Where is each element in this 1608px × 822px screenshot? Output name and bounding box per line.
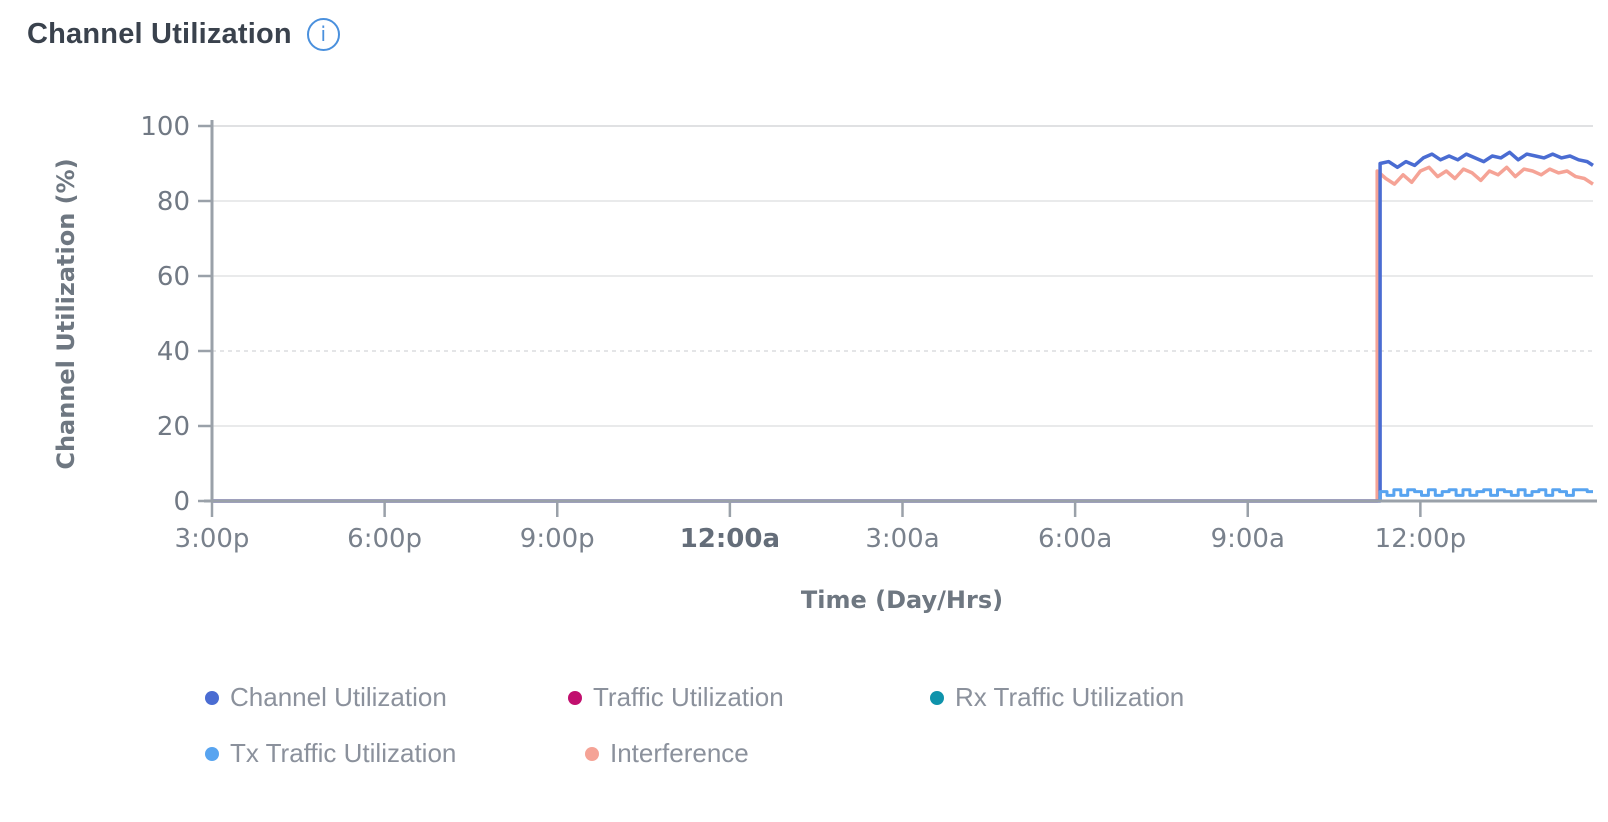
legend-label-traffic-utilization: Traffic Utilization bbox=[593, 682, 784, 712]
series-line-channel-utilization bbox=[212, 150, 1594, 503]
x-tick-label-9-00a: 9:00a bbox=[1211, 524, 1285, 554]
axes bbox=[204, 120, 1597, 503]
x-axis-title: Time (Day/Hrs) bbox=[801, 586, 1003, 614]
channel-utilization-chart[interactable]: 0 20 40 60 80 100 3:00p 6:00p 9:00p 12:00a 3:00a 6:… bbox=[0, 0, 1608, 650]
legend-item-traffic-utilization[interactable]: Traffic Utilization bbox=[568, 682, 930, 713]
chart-header: Channel Utilization i bbox=[27, 18, 340, 51]
x-tick-label-6-00p: 6:00p bbox=[347, 524, 422, 554]
legend-item-rx-traffic-utilization[interactable]: Rx Traffic Utilization bbox=[930, 682, 1184, 713]
info-icon[interactable]: i bbox=[306, 18, 340, 51]
y-tick-label-40: 40 bbox=[157, 337, 190, 367]
legend-label-interference: Interference bbox=[610, 738, 749, 768]
x-tick-label-12-00p: 12:00p bbox=[1375, 524, 1466, 554]
tick-labels: 0 20 40 60 80 100 3:00p 6:00p 9:00p 12:00a 3:00a 6:… bbox=[140, 112, 1466, 554]
legend-dot-rx-traffic-utilization bbox=[930, 690, 944, 705]
series-line-tx-traffic-utilization bbox=[212, 488, 1593, 503]
legend-dot-traffic-utilization bbox=[568, 690, 582, 705]
series-line-interference bbox=[212, 165, 1594, 503]
y-tick-label-20: 20 bbox=[157, 412, 190, 442]
y-tick-label-100: 100 bbox=[140, 112, 190, 142]
x-tick-label-9-00p: 9:00p bbox=[520, 524, 595, 554]
legend-item-interference[interactable]: Interference bbox=[585, 738, 749, 769]
y-tick-label-0: 0 bbox=[173, 487, 190, 517]
x-tick-label-3-00a: 3:00a bbox=[865, 524, 939, 554]
x-tick-label-3-00p: 3:00p bbox=[175, 524, 250, 554]
legend-dot-interference bbox=[585, 746, 599, 761]
legend-item-channel-utilization[interactable]: Channel Utilization bbox=[205, 682, 568, 713]
chart-legend-row-1: Channel Utilization Traffic Utilization Rx… bbox=[205, 682, 1184, 713]
legend-label-rx-traffic-utilization: Rx Traffic Utilization bbox=[955, 682, 1185, 712]
y-tick-label-60: 60 bbox=[157, 262, 190, 292]
legend-label-tx-traffic-utilization: Tx Traffic Utilization bbox=[230, 738, 457, 768]
legend-dot-tx-traffic-utilization bbox=[205, 746, 219, 761]
x-tick-label-6-00a: 6:00a bbox=[1038, 524, 1112, 554]
y-axis-title: Channel Utilization (%) bbox=[52, 158, 80, 469]
legend-item-tx-traffic-utilization[interactable]: Tx Traffic Utilization bbox=[205, 738, 585, 769]
legend-dot-channel-utilization bbox=[205, 690, 219, 705]
legend-label-channel-utilization: Channel Utilization bbox=[230, 682, 447, 712]
series-lines bbox=[212, 150, 1594, 503]
x-tick-label-12-00a: 12:00a bbox=[680, 524, 780, 554]
chart-title: Channel Utilization bbox=[27, 18, 292, 50]
gridlines bbox=[212, 125, 1593, 427]
y-tick-label-80: 80 bbox=[157, 187, 190, 217]
chart-legend-row-2: Tx Traffic Utilization Interference bbox=[205, 738, 749, 769]
